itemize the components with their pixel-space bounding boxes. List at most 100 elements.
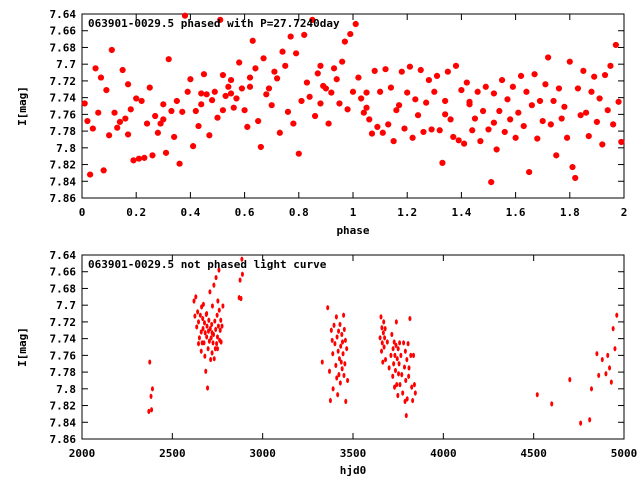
data-point [400,372,404,378]
data-point [214,274,218,281]
data-point [194,294,198,300]
y-tick-label: 7.82 [50,159,77,172]
x-tick-label: 1 [350,206,357,219]
data-point [325,120,332,127]
data-point [395,356,399,362]
data-point [403,398,407,404]
data-point [452,62,460,69]
y-tick-label: 7.86 [50,433,77,446]
data-point [579,420,583,426]
data-point [412,382,416,388]
data-point [414,112,422,119]
data-point [230,104,237,111]
data-point [298,97,305,105]
data-point [165,56,172,63]
data-point [152,112,159,120]
data-point [550,97,557,105]
data-point [328,368,332,374]
data-point [612,41,619,49]
data-point [201,301,205,307]
data-point [399,352,403,358]
data-point [162,149,170,156]
data-point [383,335,387,341]
data-point [615,312,619,318]
y-tick-label: 7.78 [50,366,77,379]
data-point [403,348,407,354]
data-point [154,129,161,136]
x-tick-label: 4500 [520,447,547,460]
data-point [282,62,289,69]
x-tick-label: 5000 [611,447,638,460]
data-point [517,72,525,79]
data-point [202,320,206,326]
x-tick-label: 1.6 [506,206,526,219]
data-point [604,371,608,377]
data-point [200,71,208,78]
data-point [558,115,565,122]
y-tick-label: 7.72 [50,75,77,88]
y-tick-label: 7.74 [50,92,77,105]
data-point [346,377,350,384]
data-point [363,104,370,111]
data-point [568,377,572,383]
data-point [160,116,167,123]
data-point [190,143,197,150]
data-point [595,351,599,357]
data-point [345,346,349,352]
data-point [450,133,457,141]
data-point [317,62,324,69]
data-point [588,88,595,95]
x-axis-title: hjd0 [340,464,367,477]
data-point [301,31,308,39]
data-point [221,303,225,309]
data-point [338,380,342,386]
data-point [208,326,212,332]
data-point [184,88,191,95]
data-point [330,337,334,343]
data-point [116,118,124,125]
data-point [417,66,424,74]
data-point [378,335,382,341]
data-point [217,307,221,313]
data-point [410,384,414,390]
data-point [596,95,603,102]
data-point [215,341,219,347]
data-point [611,326,615,332]
data-point [374,123,381,131]
data-point [402,340,406,346]
data-point [216,323,220,329]
data-point [572,174,579,182]
data-point [252,65,259,72]
data-point [534,135,541,142]
data-point [111,109,118,116]
data-point [593,118,601,125]
data-point [196,309,200,315]
x-tick-label: 0.2 [126,206,146,219]
data-point [211,340,215,346]
data-point [509,83,516,90]
data-point [108,46,115,54]
data-point [219,107,227,114]
data-point [407,365,411,371]
data-point [225,83,232,90]
y-tick-label: 7.8 [56,383,76,396]
data-point [385,339,389,345]
data-point [355,74,362,81]
data-point [412,352,416,358]
y-tick-label: 7.8 [56,142,76,155]
data-point [383,326,387,332]
data-point [504,96,511,103]
x-tick-label: 3500 [340,447,367,460]
data-point [550,401,554,407]
data-point [507,116,514,123]
data-point [150,386,154,392]
data-point [398,68,405,75]
data-point [198,101,205,108]
data-point [390,331,394,338]
data-point [135,155,143,162]
data-point [394,342,398,348]
data-point [389,352,393,358]
data-point [363,89,370,96]
data-point [122,115,129,122]
data-point [337,356,341,362]
